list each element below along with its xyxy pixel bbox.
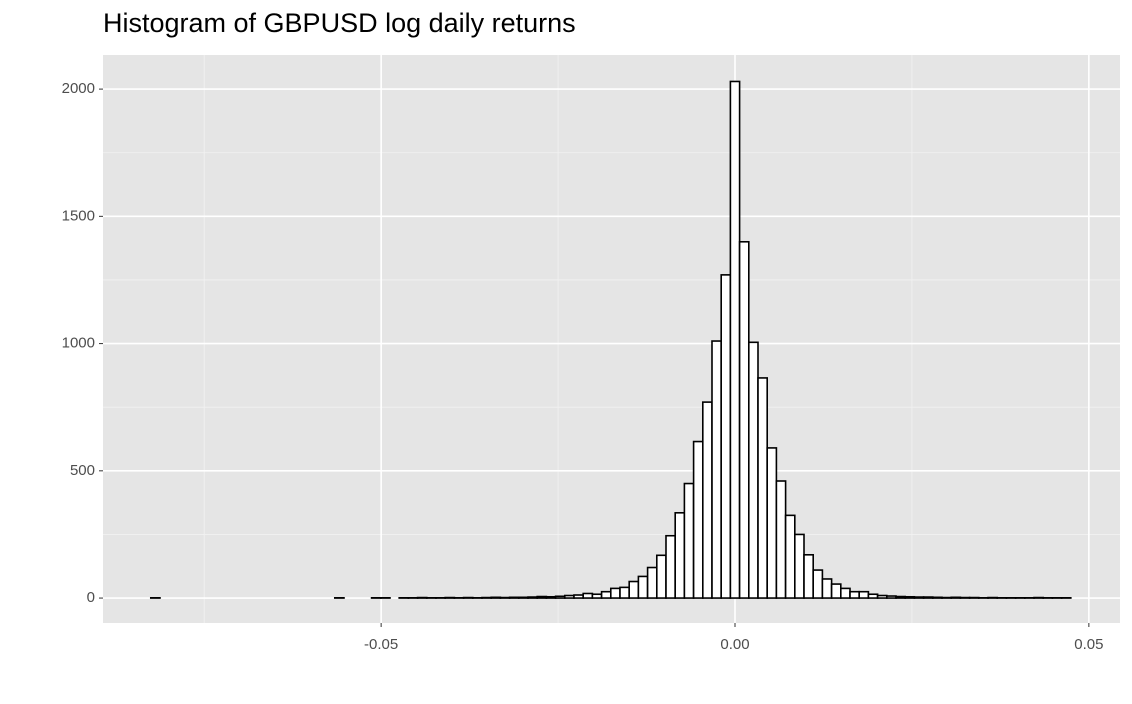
bar — [795, 534, 804, 598]
bar — [813, 570, 822, 598]
bar — [859, 592, 868, 598]
x-tick-label: 0.00 — [720, 636, 749, 653]
bar — [464, 598, 473, 599]
bar — [565, 596, 574, 599]
bar — [786, 515, 795, 598]
bar — [914, 597, 923, 598]
bar — [556, 596, 565, 598]
y-tick-label: 0 — [87, 589, 95, 606]
x-tick-label: 0.05 — [1074, 636, 1103, 653]
bar — [629, 582, 638, 599]
bar — [592, 594, 601, 598]
bar — [648, 568, 657, 599]
y-tick-label: 1500 — [62, 207, 95, 224]
bar — [620, 587, 629, 598]
bar — [1034, 598, 1043, 599]
bar — [767, 448, 776, 598]
bar — [868, 594, 877, 598]
chart-title: Histogram of GBPUSD log daily returns — [103, 8, 576, 38]
bar — [951, 597, 960, 598]
bar — [574, 595, 583, 598]
bar — [491, 597, 500, 598]
plot-panel — [103, 55, 1120, 623]
bar — [712, 341, 721, 598]
bar — [638, 576, 647, 598]
bar — [822, 579, 831, 598]
bar — [418, 598, 427, 599]
bar — [694, 442, 703, 599]
bar — [583, 593, 592, 598]
bar — [602, 592, 611, 598]
bar — [841, 588, 850, 598]
bar — [988, 598, 997, 599]
bar — [887, 596, 896, 598]
bar — [510, 597, 519, 598]
y-tick-label: 2000 — [62, 80, 95, 97]
bar — [611, 588, 620, 598]
bar — [528, 597, 537, 598]
bar — [445, 598, 454, 599]
bar — [657, 555, 666, 598]
bar — [905, 597, 914, 598]
bar — [730, 81, 739, 598]
bar — [758, 378, 767, 598]
bar — [832, 584, 841, 598]
bar — [666, 536, 675, 598]
bar — [804, 555, 813, 598]
bar — [878, 596, 887, 599]
bar — [749, 342, 758, 598]
bar — [482, 598, 491, 599]
bar — [924, 597, 933, 598]
bar — [776, 481, 785, 598]
bar — [740, 242, 749, 598]
bar — [896, 597, 905, 599]
bar — [960, 598, 969, 599]
bar — [537, 597, 546, 599]
bar — [500, 598, 509, 599]
bar — [942, 598, 951, 599]
x-tick-label: -0.05 — [364, 636, 398, 653]
bar — [675, 513, 684, 598]
bar — [850, 592, 859, 598]
y-tick-label: 1000 — [62, 335, 95, 352]
bar — [703, 402, 712, 598]
bar — [970, 598, 979, 599]
bar — [519, 597, 528, 598]
bar — [721, 275, 730, 598]
bar — [684, 484, 693, 599]
y-tick-label: 500 — [70, 462, 95, 479]
bar — [933, 597, 942, 598]
bar — [546, 597, 555, 598]
